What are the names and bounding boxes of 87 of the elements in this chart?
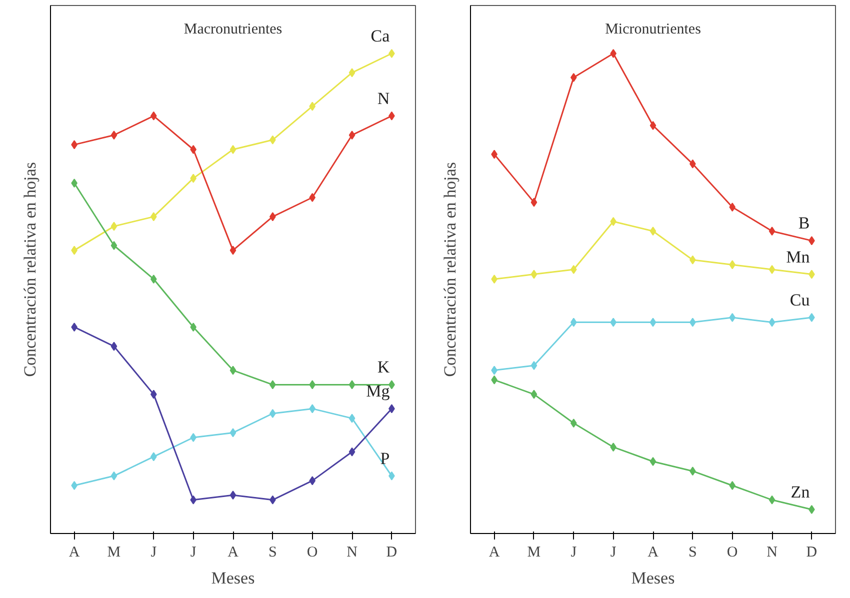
point <box>570 418 577 428</box>
point <box>729 481 736 490</box>
point <box>150 390 157 399</box>
point <box>768 495 776 504</box>
x-axis-title: Meses <box>211 568 255 588</box>
x-tick-label: N <box>766 544 778 560</box>
x-tick-label: J <box>150 544 157 560</box>
point <box>570 318 577 327</box>
y-axis-title: Concentración relativa en hojas <box>440 162 460 377</box>
point <box>150 452 157 462</box>
series-label: P <box>380 448 390 468</box>
point <box>348 414 356 423</box>
point <box>530 270 538 279</box>
point <box>348 380 356 390</box>
series-label: Mg <box>366 382 390 401</box>
x-tick-label: M <box>527 544 541 560</box>
point <box>808 505 815 514</box>
y-axis-title: Concentración relativa en hojas <box>20 162 40 377</box>
point <box>768 265 776 274</box>
point <box>309 193 316 202</box>
point <box>348 68 356 78</box>
point <box>230 366 236 375</box>
point <box>190 433 196 442</box>
x-axis-title: Meses <box>631 568 675 588</box>
series-label: Cu <box>790 290 810 310</box>
chart-title: Macronutrientes <box>184 21 282 38</box>
series-label: Zn <box>790 482 810 502</box>
series-label: B <box>798 214 810 233</box>
point <box>348 130 356 140</box>
point <box>190 145 196 154</box>
point <box>110 130 118 140</box>
x-tick-label: M <box>107 544 121 560</box>
x-tick-label: D <box>386 544 398 560</box>
point <box>230 145 236 154</box>
point <box>570 73 577 82</box>
point <box>768 226 776 236</box>
x-tick-label: S <box>688 544 697 560</box>
point <box>348 447 356 456</box>
point <box>650 318 656 327</box>
chart-title: Micronutrientes <box>605 21 702 38</box>
point <box>150 212 157 222</box>
point <box>309 102 316 111</box>
x-tick-label: J <box>190 544 196 560</box>
x-tick-label: A <box>68 544 80 560</box>
x-tick-label: S <box>268 544 277 560</box>
x-tick-label: A <box>228 544 239 560</box>
series-label: Ca <box>370 26 390 46</box>
point <box>650 226 656 236</box>
x-tick-label: O <box>306 544 318 560</box>
x-tick-label: D <box>806 544 818 560</box>
point <box>230 428 236 438</box>
point <box>650 121 656 130</box>
point <box>530 361 538 370</box>
x-tick-label: A <box>488 544 500 560</box>
point <box>729 260 736 270</box>
x-tick-label: A <box>648 544 659 560</box>
point <box>309 380 316 390</box>
point <box>808 313 815 322</box>
point <box>530 390 538 399</box>
point <box>110 471 118 480</box>
point <box>610 49 616 58</box>
point <box>768 318 776 327</box>
point <box>309 476 316 486</box>
point <box>650 457 656 466</box>
point <box>388 49 395 58</box>
point <box>610 217 616 226</box>
series-label: K <box>377 358 390 377</box>
point <box>150 274 157 284</box>
point <box>570 265 577 274</box>
point <box>230 490 236 500</box>
point <box>729 313 736 322</box>
point <box>270 409 276 418</box>
point <box>150 111 157 120</box>
point <box>110 241 118 250</box>
point <box>530 198 538 207</box>
x-tick-label: O <box>726 544 738 560</box>
x-tick-label: J <box>570 544 577 560</box>
point <box>71 481 78 490</box>
point <box>309 404 316 414</box>
point <box>110 222 118 231</box>
series-label: N <box>377 88 390 108</box>
point <box>729 202 736 212</box>
point <box>230 246 236 255</box>
x-tick-label: J <box>610 544 616 560</box>
series-label: Mn <box>786 247 810 266</box>
x-tick-label: N <box>346 544 358 560</box>
point <box>110 342 118 351</box>
